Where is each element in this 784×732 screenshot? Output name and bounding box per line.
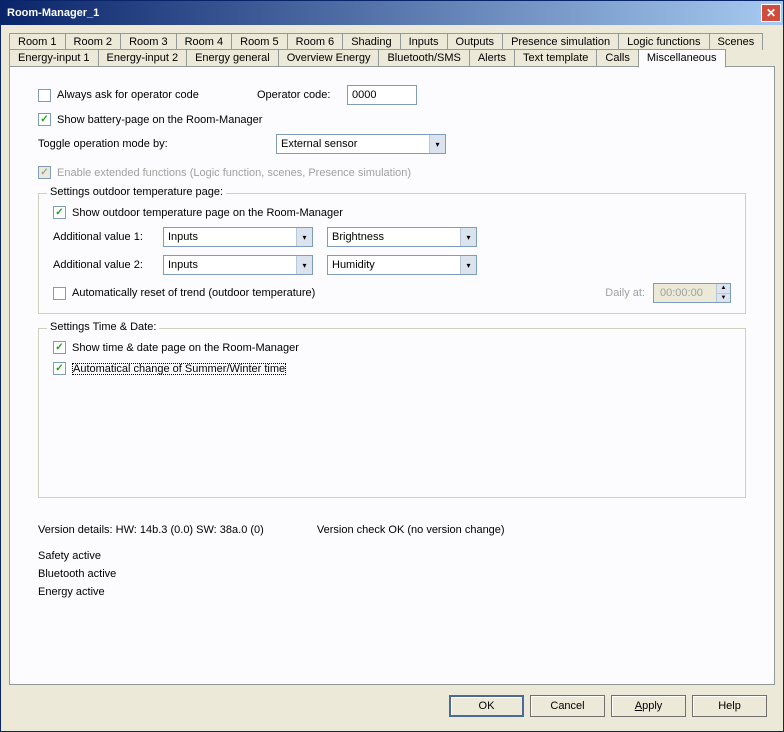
outdoor-group: Settings outdoor temperature page: Show … [38,193,746,314]
chevron-down-icon: ▾ [296,256,312,274]
dialog-button-bar: OK Cancel Apply Help [9,685,775,723]
tab-energy-input-2[interactable]: Energy-input 2 [98,49,188,67]
tab-room-2[interactable]: Room 2 [65,33,122,50]
spinner-buttons: ▲ ▼ [716,284,730,302]
add-val2-sel1-value: Inputs [168,259,198,271]
status-energy: Energy active [38,586,746,598]
tab-calls[interactable]: Calls [596,49,638,67]
tab-alerts[interactable]: Alerts [469,49,515,67]
add-val2-label: Additional value 2: [53,259,163,271]
toggle-mode-value: External sensor [281,138,357,150]
version-details: Version details: HW: 14b.3 (0.0) SW: 38a… [38,524,264,536]
version-row: Version details: HW: 14b.3 (0.0) SW: 38a… [38,524,746,536]
always-ask-checkbox[interactable] [38,89,51,102]
always-ask-label: Always ask for operator code [57,89,257,101]
ok-button[interactable]: OK [449,695,524,717]
show-battery-label: Show battery-page on the Room-Manager [57,114,262,126]
daily-at-label: Daily at: [605,287,645,299]
add-val2-select2[interactable]: Humidity ▾ [327,255,477,275]
add-val1-sel2-value: Brightness [332,231,384,243]
tab-text-template[interactable]: Text template [514,49,597,67]
add-val2-select1[interactable]: Inputs ▾ [163,255,313,275]
tab-inputs[interactable]: Inputs [400,33,448,50]
timedate-group: Settings Time & Date: Show time & date p… [38,328,746,498]
cancel-button[interactable]: Cancel [530,695,605,717]
daily-at-spinner: 00:00:00 ▲ ▼ [653,283,731,303]
apply-rest: pply [642,700,662,712]
enable-extended-checkbox [38,166,51,179]
show-outdoor-label: Show outdoor temperature page on the Roo… [72,207,343,219]
show-outdoor-checkbox[interactable] [53,206,66,219]
chevron-down-icon: ▾ [460,256,476,274]
window-title: Room-Manager_1 [7,7,99,19]
show-timedate-checkbox[interactable] [53,341,66,354]
status-bluetooth: Bluetooth active [38,568,746,580]
close-icon: ✕ [766,7,776,19]
add-val2-sel2-value: Humidity [332,259,375,271]
add-val1-sel1-value: Inputs [168,231,198,243]
tab-scenes[interactable]: Scenes [709,33,764,50]
tab-outputs[interactable]: Outputs [447,33,504,50]
tab-strip: Room 1Room 2Room 3Room 4Room 5Room 6Shad… [9,33,775,66]
window-root: Room-Manager_1 ✕ Room 1Room 2Room 3Room … [0,0,784,732]
chevron-down-icon: ▾ [296,228,312,246]
daily-at-value: 00:00:00 [654,284,716,302]
chevron-down-icon: ▾ [429,135,445,153]
tab-energy-general[interactable]: Energy general [186,49,279,67]
tab-room-3[interactable]: Room 3 [120,33,177,50]
close-button[interactable]: ✕ [761,4,781,22]
client-area: Room 1Room 2Room 3Room 4Room 5Room 6Shad… [1,25,783,731]
tab-miscellaneous[interactable]: Miscellaneous [638,49,726,68]
tab-presence-simulation[interactable]: Presence simulation [502,33,619,50]
apply-underline: A [635,700,642,712]
toggle-mode-label: Toggle operation mode by: [38,138,276,150]
add-val1-label: Additional value 1: [53,231,163,243]
tab-room-1[interactable]: Room 1 [9,33,66,50]
apply-button[interactable]: Apply [611,695,686,717]
auto-reset-label: Automatically reset of trend (outdoor te… [72,287,605,299]
tab-bluetooth-sms[interactable]: Bluetooth/SMS [378,49,469,67]
titlebar: Room-Manager_1 ✕ [1,1,783,25]
tab-room-4[interactable]: Room 4 [176,33,233,50]
auto-summer-label: Automatical change of Summer/Winter time [72,363,286,375]
outdoor-legend: Settings outdoor temperature page: [47,186,226,198]
show-timedate-label: Show time & date page on the Room-Manage… [72,342,299,354]
toggle-mode-select[interactable]: External sensor ▾ [276,134,446,154]
status-safety: Safety active [38,550,746,562]
operator-code-label: Operator code: [257,89,347,101]
chevron-down-icon: ▾ [460,228,476,246]
spin-down-icon: ▼ [716,294,730,303]
add-val1-select1[interactable]: Inputs ▾ [163,227,313,247]
tab-room-6[interactable]: Room 6 [287,33,344,50]
operator-code-input[interactable] [347,85,417,105]
tab-room-5[interactable]: Room 5 [231,33,288,50]
show-battery-checkbox[interactable] [38,113,51,126]
timedate-legend: Settings Time & Date: [47,321,159,333]
tab-overview-energy[interactable]: Overview Energy [278,49,380,67]
help-button[interactable]: Help [692,695,767,717]
tab-logic-functions[interactable]: Logic functions [618,33,709,50]
tab-panel-miscellaneous: Always ask for operator code Operator co… [9,66,775,685]
tab-shading[interactable]: Shading [342,33,400,50]
version-check: Version check OK (no version change) [317,524,505,536]
add-val1-select2[interactable]: Brightness ▾ [327,227,477,247]
auto-summer-checkbox[interactable] [53,362,66,375]
spin-up-icon: ▲ [716,284,730,294]
tab-energy-input-1[interactable]: Energy-input 1 [9,49,99,67]
enable-extended-label: Enable extended functions (Logic functio… [57,167,411,179]
auto-reset-checkbox[interactable] [53,287,66,300]
